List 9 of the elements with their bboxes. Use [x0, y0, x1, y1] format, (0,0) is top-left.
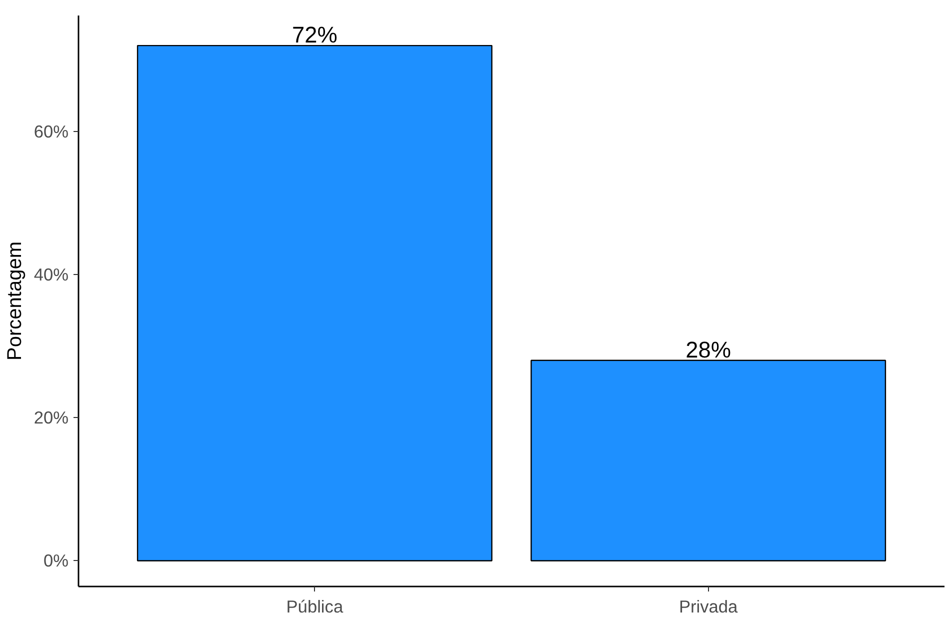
y-tick-label: 40%	[34, 264, 69, 285]
data-label: 28%	[686, 336, 732, 362]
y-tick-label: 20%	[34, 408, 69, 428]
y-axis-title: Porcentagem	[4, 242, 26, 360]
y-tick-label: 0%	[43, 550, 68, 571]
data-label: 72%	[292, 22, 338, 48]
y-tick-label: 60%	[34, 121, 69, 142]
x-tick-label: Pública	[286, 596, 344, 616]
x-tick-label: Privada	[678, 596, 738, 616]
